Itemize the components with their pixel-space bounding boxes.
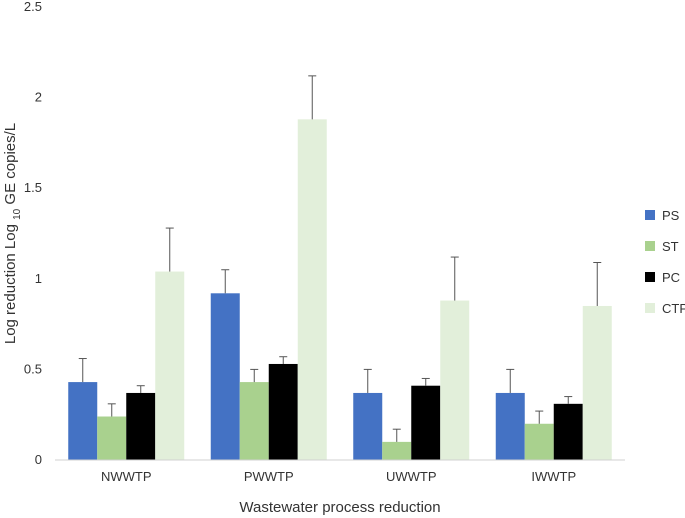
legend-item-pc: PC	[645, 270, 680, 285]
error-bar-ctp-uwwtp	[450, 256, 459, 301]
bar-ctp-uwwtp	[440, 300, 470, 460]
x-tick-label: UWWTP	[386, 469, 437, 484]
error-bar-pc-uwwtp	[421, 377, 430, 386]
legend: PS ST PC CTP	[645, 208, 685, 316]
error-bar-ctp-iwwtp	[593, 261, 602, 306]
legend-label: PS	[662, 208, 680, 223]
error-bars	[78, 75, 602, 442]
error-bar-ps-pwwtp	[221, 269, 230, 294]
legend-label: PC	[662, 270, 680, 285]
bar-st-iwwtp	[524, 423, 554, 460]
error-bar-ctp-nwwtp	[165, 227, 174, 272]
bars	[68, 119, 612, 461]
y-axis-title-prefix: Log reduction Log	[2, 224, 19, 344]
x-axis-ticks: NWWTP PWWTP UWWTP IWWTP	[101, 469, 576, 484]
bar-ps-uwwtp	[353, 392, 383, 460]
y-tick-label: 1.5	[24, 180, 42, 195]
legend-label: ST	[662, 239, 679, 254]
legend-swatch	[645, 210, 655, 220]
legend-item-ctp: CTP	[645, 301, 685, 316]
x-axis-title: Wastewater process reduction	[239, 499, 440, 516]
y-tick-label: 1	[35, 271, 42, 286]
x-tick-label: NWWTP	[101, 469, 152, 484]
error-bar-st-uwwtp	[392, 428, 401, 442]
bar-st-nwwtp	[97, 416, 127, 460]
y-tick-label: 2	[35, 90, 42, 105]
bar-ps-iwwtp	[495, 392, 525, 460]
bar-ctp-iwwtp	[582, 305, 612, 460]
y-tick-label: 0	[35, 452, 42, 467]
error-bar-pc-pwwtp	[279, 356, 288, 364]
y-axis-title-subscript: 10	[12, 208, 23, 220]
bar-pc-iwwtp	[553, 403, 583, 460]
y-tick-label: 0.5	[24, 361, 42, 376]
bar-ctp-nwwtp	[155, 271, 185, 460]
legend-swatch	[645, 272, 655, 282]
legend-swatch	[645, 241, 655, 251]
x-tick-label: IWWTP	[531, 469, 576, 484]
legend-swatch	[645, 303, 655, 313]
error-bar-ps-uwwtp	[363, 368, 372, 393]
error-bar-ps-nwwtp	[78, 358, 87, 383]
bar-ps-nwwtp	[68, 382, 98, 460]
bar-ctp-pwwtp	[297, 119, 327, 461]
error-bar-st-pwwtp	[250, 368, 259, 383]
y-axis-title-suffix: GE copies/L	[2, 123, 19, 205]
y-axis-ticks: 0 0.5 1 1.5 2 2.5	[24, 0, 42, 467]
bar-pc-nwwtp	[126, 392, 156, 460]
y-tick-label: 2.5	[24, 0, 42, 14]
bar-ps-pwwtp	[210, 293, 240, 460]
bar-pc-uwwtp	[411, 385, 441, 460]
bar-st-pwwtp	[239, 382, 269, 460]
error-bar-pc-iwwtp	[564, 396, 573, 404]
legend-label: CTP	[662, 301, 685, 316]
y-axis-title: Log reduction Log 10 GE copies/L	[2, 123, 24, 344]
legend-item-st: ST	[645, 239, 679, 254]
error-bar-ctp-pwwtp	[308, 75, 317, 120]
error-bar-pc-nwwtp	[136, 385, 145, 393]
x-tick-label: PWWTP	[244, 469, 294, 484]
error-bar-st-nwwtp	[107, 403, 116, 417]
error-bar-st-iwwtp	[535, 410, 544, 424]
bar-st-uwwtp	[382, 441, 412, 460]
legend-item-ps: PS	[645, 208, 680, 223]
bar-pc-pwwtp	[268, 363, 298, 460]
error-bar-ps-iwwtp	[506, 368, 515, 393]
